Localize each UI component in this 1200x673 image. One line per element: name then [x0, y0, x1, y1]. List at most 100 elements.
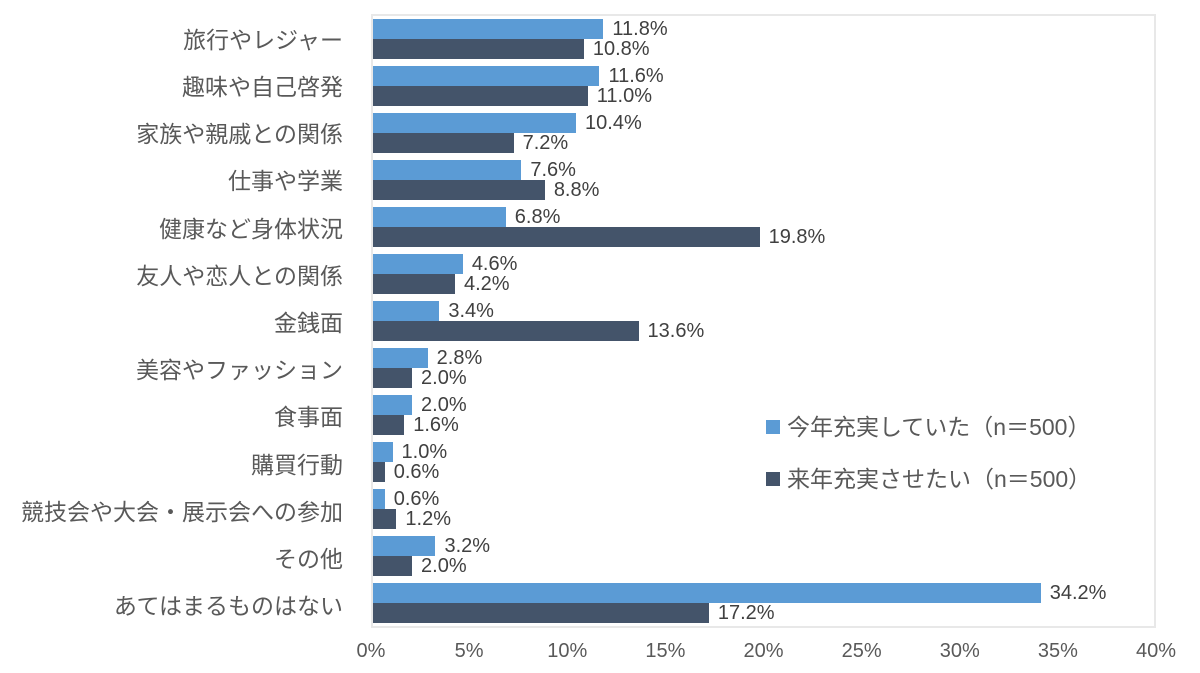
value-label: 8.8%	[553, 179, 600, 202]
legend-swatch-next-year	[766, 472, 780, 486]
bar	[373, 320, 639, 341]
category-label: 金銭面	[274, 310, 343, 337]
bar	[373, 180, 545, 201]
bar-row: 6.8% 19.8%	[373, 204, 1154, 251]
value-label: 11.6%	[608, 65, 664, 88]
bar-line: 2.8%	[373, 346, 1154, 369]
x-tick-label: 10%	[547, 640, 588, 662]
bar-line: 3.2%	[373, 534, 1154, 557]
value-label: 2.8%	[436, 346, 483, 369]
bar	[373, 66, 600, 87]
bar	[373, 414, 405, 435]
value-label: 3.2%	[444, 534, 491, 557]
bar-row: 11.6% 11.0%	[373, 63, 1154, 110]
legend: 今年充実していた（n＝500） 来年充実させたい（n＝500）	[766, 414, 1091, 518]
value-label: 2.0%	[421, 366, 467, 389]
bar-line: 8.8%	[373, 179, 1154, 202]
value-label: 2.0%	[421, 554, 467, 577]
bar-row: 4.6% 4.2%	[373, 251, 1154, 298]
bar-line: 3.4%	[373, 300, 1154, 321]
bar-line: 13.6%	[373, 319, 1154, 342]
bar	[373, 347, 428, 368]
legend-label-next-year: 来年充実させたい（n＝500）	[787, 465, 1092, 492]
bar	[373, 582, 1041, 603]
x-tick-label: 20%	[743, 640, 784, 662]
bar-line: 19.8%	[373, 226, 1154, 249]
legend-item-this-year: 今年充実していた（n＝500）	[766, 414, 1091, 440]
category-label: 旅行やレジャー	[183, 26, 343, 53]
bar	[373, 207, 506, 228]
bar-row: 0.6% 1.2%	[373, 485, 1154, 532]
value-label: 17.2%	[717, 601, 775, 624]
bar-line: 10.4%	[373, 112, 1154, 135]
bar	[373, 367, 413, 388]
x-axis: 0% 5% 10% 15% 20% 25% 30% 35% 40%	[357, 640, 1176, 668]
legend-label-this-year: 今年充実していた（n＝500）	[787, 413, 1091, 440]
bar-line: 1.6%	[373, 414, 1154, 435]
bar-line: 1.2%	[373, 507, 1154, 530]
category-label: 美容やファッション	[136, 357, 343, 384]
value-label: 10.4%	[585, 112, 642, 135]
category-label: 競技会や大会・展示会への参加	[21, 498, 343, 525]
bar-row: 10.4% 7.2%	[373, 110, 1154, 157]
bar-row: 2.8% 2.0%	[373, 344, 1154, 391]
bar-line: 10.8%	[373, 38, 1154, 61]
value-label: 7.6%	[530, 159, 576, 182]
category-label: 食事面	[274, 404, 343, 431]
bar	[373, 300, 440, 321]
value-label: 2.0%	[421, 393, 467, 416]
bar	[373, 113, 577, 134]
value-label: 4.2%	[464, 273, 510, 296]
bar-line: 4.6%	[373, 253, 1154, 276]
category-label: その他	[274, 546, 343, 573]
bar	[373, 133, 514, 154]
bar	[373, 441, 393, 462]
x-tick-label: 0%	[356, 640, 386, 662]
x-tick-label: 40%	[1135, 640, 1177, 662]
bar-line: 2.0%	[373, 554, 1154, 577]
bar-line: 11.0%	[373, 86, 1154, 107]
value-label: 1.2%	[405, 507, 452, 530]
x-tick-label: 25%	[841, 640, 882, 662]
legend-swatch-this-year	[766, 420, 780, 434]
x-tick-label: 30%	[939, 640, 980, 662]
category-label: あてはまるものはない	[113, 593, 343, 620]
bar	[373, 535, 436, 556]
bar	[373, 19, 604, 40]
bar-line: 0.6%	[373, 460, 1154, 483]
value-label: 34.2%	[1049, 581, 1107, 604]
x-tick-label: 15%	[645, 640, 686, 662]
value-label: 6.8%	[514, 206, 561, 229]
bar-line: 2.0%	[373, 393, 1154, 416]
bar-row: 11.8% 10.8%	[373, 16, 1154, 63]
bar-row: 2.0% 1.6%	[373, 391, 1154, 438]
bar	[373, 274, 455, 295]
bar	[373, 254, 463, 275]
bar-line: 1.0%	[373, 440, 1154, 463]
bar-line: 2.0%	[373, 366, 1154, 389]
value-label: 19.8%	[768, 226, 826, 249]
bar	[373, 39, 584, 60]
x-tick-label: 5%	[454, 640, 484, 662]
value-label: 13.6%	[647, 319, 705, 342]
bar-row: 34.2% 17.2%	[373, 579, 1154, 626]
bar-row: 1.0% 0.6%	[373, 438, 1154, 485]
legend-item-next-year: 来年充実させたい（n＝500）	[766, 466, 1091, 492]
value-label: 0.6%	[393, 460, 440, 483]
value-label: 4.6%	[471, 253, 518, 276]
bar-row: 3.4% 13.6%	[373, 298, 1154, 345]
bar	[373, 461, 385, 482]
bar-line: 11.8%	[373, 18, 1154, 41]
value-label: 11.8%	[612, 18, 668, 41]
category-label: 家族や親戚との関係	[136, 121, 343, 148]
bar-line: 11.6%	[373, 65, 1154, 88]
value-label: 1.0%	[401, 440, 448, 463]
bar-rows: 11.8% 10.8% 11.6% 11.0% 10.4% 7.2% 7.6% 8.8% 6.8…	[373, 16, 1154, 626]
category-axis: 旅行やレジャー 趣味や自己啓発 家族や親戚との関係 仕事や学業 健康など身体状況 友人や恋…	[0, 14, 357, 628]
value-label: 10.8%	[592, 38, 650, 61]
category-label: 友人や恋人との関係	[136, 262, 343, 289]
bar	[373, 394, 413, 415]
bar-row: 7.6% 8.8%	[373, 157, 1154, 204]
bar-line: 4.2%	[373, 273, 1154, 296]
